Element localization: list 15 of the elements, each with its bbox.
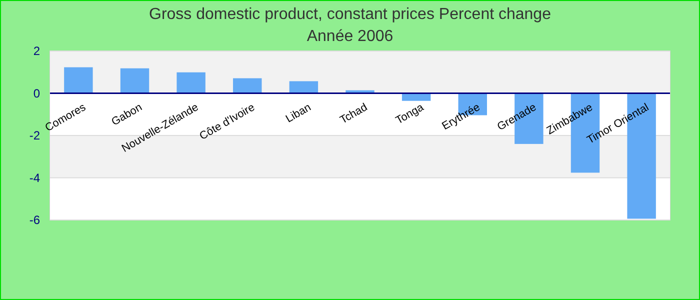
- chart-subtitle: Année 2006: [306, 28, 394, 45]
- y-tick-label: -2: [29, 128, 40, 143]
- bar: [64, 67, 93, 94]
- bar: [176, 72, 206, 94]
- x-tick-label: Tonga: [394, 101, 427, 127]
- y-tick-label: 0: [33, 86, 40, 100]
- y-tick-label: -6: [29, 213, 40, 228]
- y-tick-label: 2: [33, 44, 40, 58]
- bar: [233, 78, 262, 94]
- chart-title: Gross domestic product, constant prices Percent change: [149, 6, 552, 23]
- y-tick-label: -4: [29, 170, 40, 185]
- x-tick-label: Liban: [284, 101, 314, 126]
- bar: [402, 93, 431, 101]
- bar: [120, 68, 150, 94]
- bar: [289, 81, 318, 94]
